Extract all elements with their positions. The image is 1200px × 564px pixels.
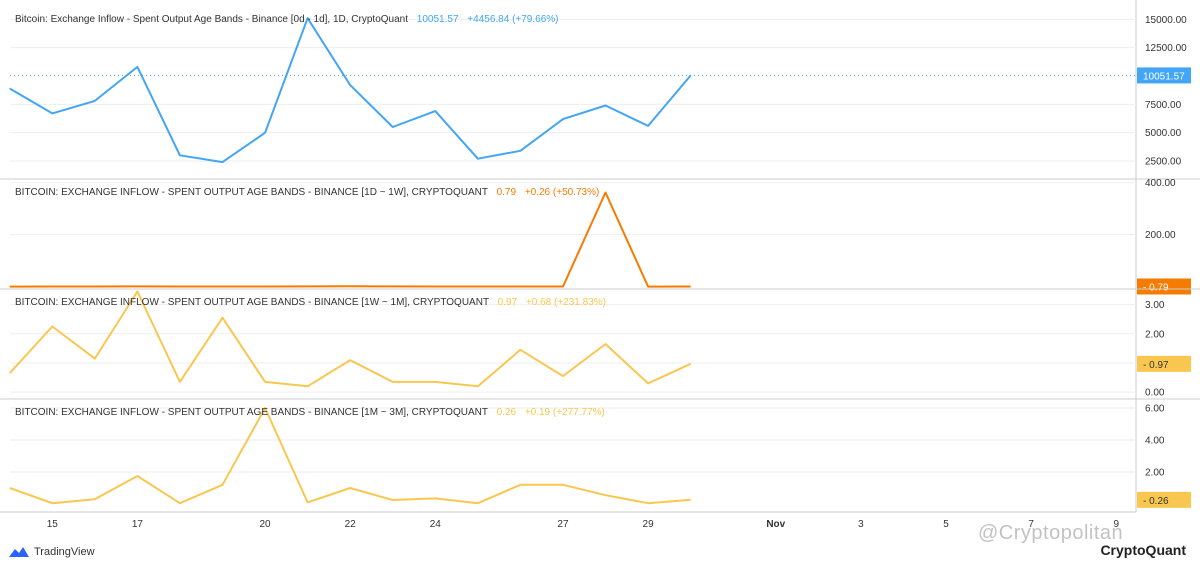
x-tick-label: 9: [1113, 519, 1119, 530]
last-value-badge: [1137, 278, 1191, 295]
x-tick-label: 29: [643, 519, 655, 530]
pane-change: +4456.84 (+79.66%): [467, 14, 559, 25]
x-tick-label: 17: [132, 519, 144, 530]
tradingview-logo[interactable]: TradingView: [8, 546, 95, 558]
pane-title-text: BITCOIN: EXCHANGE INFLOW - SPENT OUTPUT …: [15, 187, 488, 198]
x-tick-label: Nov: [766, 519, 785, 530]
series-line: [8, 290, 692, 388]
x-tick-label: 20: [259, 519, 271, 530]
pane-title-text: BITCOIN: EXCHANGE INFLOW - SPENT OUTPUT …: [15, 407, 488, 418]
y-tick-label: 5000.00: [1145, 128, 1182, 139]
x-tick-label: 7: [1028, 519, 1034, 530]
pane-title-text: BITCOIN: EXCHANGE INFLOW - SPENT OUTPUT …: [15, 297, 489, 308]
y-tick-label: 2.00: [1145, 468, 1165, 479]
x-tick-label: 3: [858, 519, 864, 530]
x-tick-label: 22: [345, 519, 357, 530]
last-value-badge-label: - 0.97: [1143, 360, 1169, 371]
last-value-badge-label: 10051.57: [1143, 71, 1185, 82]
y-tick-label: 15000.00: [1145, 15, 1187, 26]
pane-title-1m-3m: BITCOIN: EXCHANGE INFLOW - SPENT OUTPUT …: [15, 407, 605, 418]
tradingview-label: TradingView: [34, 546, 95, 558]
y-tick-label: 2.00: [1145, 329, 1165, 340]
series-line: [9, 407, 691, 505]
last-value-badge-label: - 0.26: [1143, 496, 1169, 507]
last-value-badge: [1137, 355, 1191, 372]
x-tick-label: 27: [557, 519, 569, 530]
y-tick-label: 2500.00: [1145, 157, 1182, 168]
x-tick-label: 15: [47, 519, 59, 530]
cryptopolitan-watermark: @Cryptopolitan: [978, 522, 1124, 544]
pane-title-1w-1m: BITCOIN: EXCHANGE INFLOW - SPENT OUTPUT …: [15, 297, 606, 308]
series-line: [9, 191, 691, 288]
y-tick-label: 400.00: [1145, 178, 1176, 189]
pane-title-text: Bitcoin: Exchange Inflow - Spent Output …: [15, 14, 409, 25]
y-tick-label: 7500.00: [1145, 100, 1182, 111]
pane-last-value: 0.97: [497, 297, 518, 308]
series-line: [9, 17, 692, 164]
pane-change: +0.19 (+277.77%): [524, 407, 605, 418]
last-value-badge: [1137, 491, 1191, 508]
y-tick-label: 6.00: [1145, 404, 1165, 415]
y-tick-label: 3.00: [1145, 300, 1165, 311]
pane-title-1d-1w: BITCOIN: EXCHANGE INFLOW - SPENT OUTPUT …: [15, 187, 599, 198]
pane-last-value: 0.79: [496, 187, 517, 198]
y-tick-label: 12500.00: [1145, 43, 1187, 54]
pane-last-value: 0.26: [496, 407, 517, 418]
pane-title-0d-1d: Bitcoin: Exchange Inflow - Spent Output …: [15, 14, 558, 25]
y-tick-label: 4.00: [1145, 436, 1165, 447]
y-tick-label: 0.00: [1145, 388, 1165, 399]
last-value-badge-label: - 0.79: [1143, 282, 1169, 293]
pane-last-value: 10051.57: [416, 14, 459, 25]
x-tick-label: 24: [430, 519, 442, 530]
pane-change: +0.68 (+231.83%): [525, 297, 606, 308]
cryptoquant-logo: CryptoQuant: [1100, 542, 1186, 558]
y-tick-label: 200.00: [1145, 230, 1176, 241]
tradingview-icon: [9, 547, 29, 557]
last-value-badge: [1137, 67, 1191, 84]
x-tick-label: 5: [943, 519, 949, 530]
pane-change: +0.26 (+50.73%): [524, 187, 600, 198]
